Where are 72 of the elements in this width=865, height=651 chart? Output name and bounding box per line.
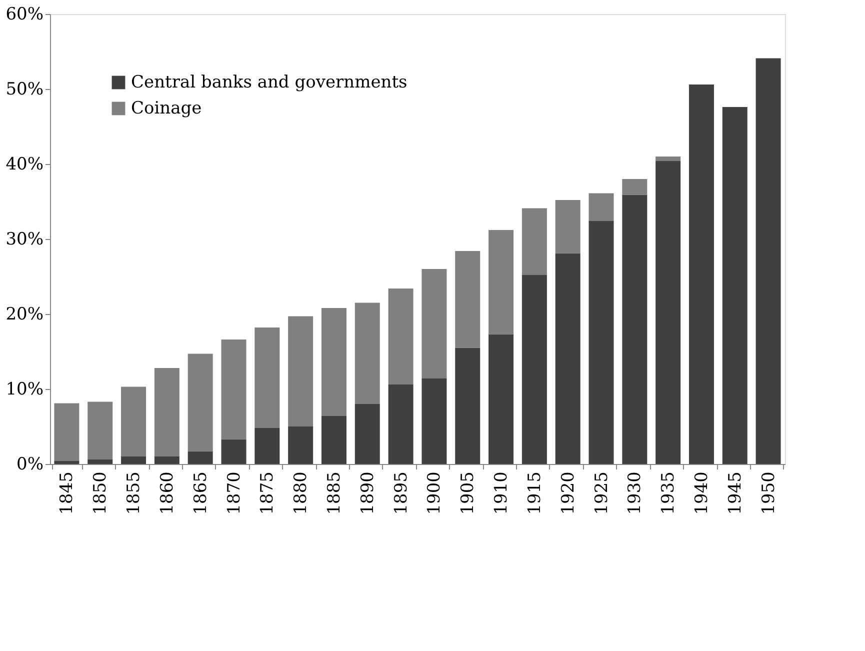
bar xyxy=(188,354,213,452)
x-tick-label: 1870 xyxy=(224,472,244,515)
y-tick-label: 50% xyxy=(6,80,44,100)
bar xyxy=(321,416,346,464)
x-tick-label: 1920 xyxy=(558,472,578,515)
bar xyxy=(54,461,80,464)
x-tick-label: 1925 xyxy=(592,472,612,515)
x-tick-label: 1885 xyxy=(324,472,344,515)
bar xyxy=(588,221,614,464)
bar xyxy=(88,402,113,460)
bar xyxy=(154,456,180,464)
x-tick-label: 1930 xyxy=(625,472,646,515)
x-tick-label: 1945 xyxy=(725,472,746,515)
y-tick-label: 0% xyxy=(16,454,44,474)
y-tick-label: 10% xyxy=(6,380,44,400)
x-tick-label: 1865 xyxy=(190,472,211,515)
bar xyxy=(722,107,748,464)
bar xyxy=(254,428,280,464)
bar xyxy=(555,200,580,254)
bar xyxy=(488,230,514,334)
bar xyxy=(121,386,146,456)
bar xyxy=(522,208,547,275)
bar xyxy=(388,384,414,464)
bar xyxy=(54,403,80,461)
x-tick-label: 1890 xyxy=(358,472,378,515)
bar xyxy=(288,316,314,426)
y-tick-label: 60% xyxy=(6,4,44,24)
x-tick-label: 1895 xyxy=(391,472,412,515)
bar xyxy=(188,451,213,464)
y-tick-label: 20% xyxy=(6,304,44,324)
x-tick-label: 1845 xyxy=(57,472,78,515)
bar xyxy=(656,156,681,161)
x-tick-label: 1880 xyxy=(291,472,312,515)
y-tick-label: 40% xyxy=(6,154,44,174)
bar xyxy=(88,460,113,464)
bar xyxy=(422,378,447,464)
bar xyxy=(321,308,346,416)
bar xyxy=(354,404,380,464)
bar xyxy=(455,251,480,348)
legend-label: Central banks and governments xyxy=(131,72,408,92)
bar xyxy=(656,161,681,464)
bar xyxy=(756,58,781,464)
x-tick-label: 1900 xyxy=(424,472,445,515)
bar xyxy=(622,194,648,464)
bar xyxy=(221,439,246,464)
bar xyxy=(422,269,447,378)
bar xyxy=(121,456,146,464)
x-tick-label: 1875 xyxy=(258,472,278,515)
x-tick-label: 1910 xyxy=(492,472,512,515)
x-tick-label: 1860 xyxy=(157,472,178,515)
bar xyxy=(688,84,714,464)
bar xyxy=(622,179,648,195)
x-tick-label: 1950 xyxy=(758,472,779,515)
x-tick-label: 1915 xyxy=(524,472,545,515)
legend-label: Coinage xyxy=(131,98,202,118)
bar xyxy=(488,334,514,464)
bar xyxy=(388,288,414,384)
bar xyxy=(522,275,547,464)
y-tick-label: 30% xyxy=(6,230,44,250)
bar xyxy=(254,328,280,428)
bar xyxy=(288,426,314,464)
bar xyxy=(354,302,380,404)
bar xyxy=(555,253,580,464)
x-tick-label: 1855 xyxy=(124,472,144,515)
x-tick-label: 1940 xyxy=(692,472,712,515)
bar xyxy=(221,340,246,440)
bar xyxy=(154,368,180,456)
bar xyxy=(588,193,614,221)
x-tick-label: 1935 xyxy=(658,472,679,515)
bar xyxy=(455,348,480,464)
x-tick-label: 1905 xyxy=(458,472,478,515)
x-tick-label: 1850 xyxy=(90,472,111,515)
